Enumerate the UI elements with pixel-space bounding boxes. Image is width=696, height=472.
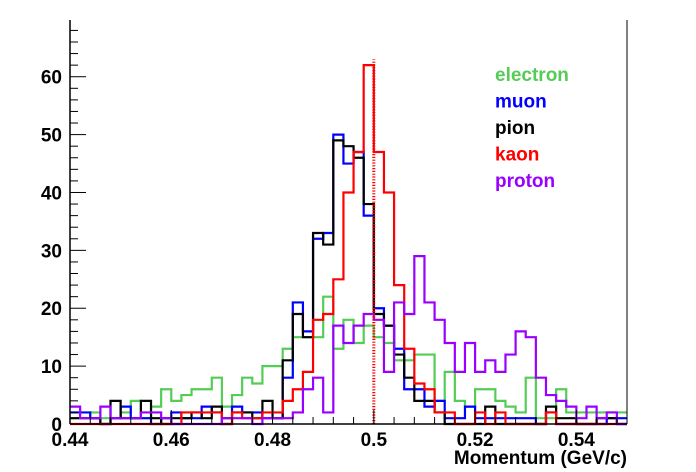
x-tick-label: 0.52 bbox=[457, 430, 494, 451]
legend-entry-electron: electron bbox=[495, 65, 569, 86]
x-tick-label: 0.54 bbox=[558, 430, 595, 451]
legend-entry-pion: pion bbox=[495, 118, 535, 139]
y-tick-label: 20 bbox=[41, 299, 62, 320]
x-tick-label: 0.44 bbox=[52, 430, 89, 451]
x-tick-label: 0.5 bbox=[361, 430, 388, 451]
histogram-electron bbox=[70, 295, 627, 420]
y-tick-label: 30 bbox=[41, 241, 62, 262]
x-tick-label: 0.48 bbox=[254, 430, 291, 451]
y-tick-label: 0 bbox=[51, 415, 62, 436]
x-tick-label: 0.46 bbox=[153, 430, 190, 451]
legend-entry-kaon: kaon bbox=[495, 145, 539, 166]
legend-entry-proton: proton bbox=[495, 171, 555, 192]
legend: electron muon pion kaon proton bbox=[495, 65, 569, 192]
tick-labels-group: 0.44 0.46 0.48 0.5 0.52 0.54 0 10 20 30 40 50 60 bbox=[41, 68, 595, 451]
axes-group bbox=[69, 20, 628, 425]
legend-entry-muon: muon bbox=[495, 92, 547, 113]
y-tick-label: 10 bbox=[41, 357, 62, 378]
x-axis-title: Momentum (GeV/c) bbox=[454, 448, 627, 469]
y-tick-label: 60 bbox=[41, 68, 62, 89]
y-tick-label: 40 bbox=[41, 183, 62, 204]
y-tick-label: 50 bbox=[41, 126, 62, 147]
